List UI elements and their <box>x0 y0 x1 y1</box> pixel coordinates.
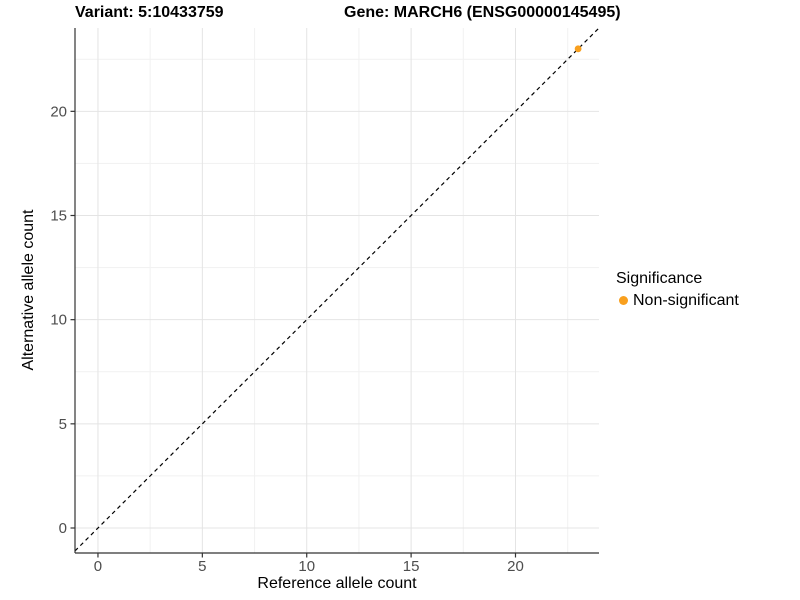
legend-item-non-significant: Non-significant <box>616 291 739 310</box>
y-tick-label: 0 <box>59 520 67 537</box>
x-tick-label: 15 <box>403 558 420 575</box>
legend-item-label: Non-significant <box>633 292 739 309</box>
gene-title: Gene: MARCH6 (ENSG00000145495) <box>344 4 621 21</box>
x-tick-label: 10 <box>298 558 315 575</box>
legend-key-dot-icon <box>619 296 628 305</box>
data-point <box>574 45 582 53</box>
x-axis-label: Reference allele count <box>257 575 417 592</box>
x-tick-label: 20 <box>507 558 524 575</box>
legend: Significance Non-significant <box>616 269 739 310</box>
y-tick-label: 10 <box>50 312 67 329</box>
y-tick-label: 20 <box>50 103 67 120</box>
x-tick-label: 5 <box>198 558 206 575</box>
identity-reference-line <box>74 27 600 552</box>
y-tick-label: 15 <box>50 208 67 225</box>
variant-title: Variant: 5:10433759 <box>75 4 224 21</box>
x-tick-label: 0 <box>94 558 102 575</box>
legend-title: Significance <box>616 270 703 287</box>
y-axis-label: Alternative allele count <box>20 209 37 371</box>
y-tick-label: 5 <box>59 416 67 433</box>
